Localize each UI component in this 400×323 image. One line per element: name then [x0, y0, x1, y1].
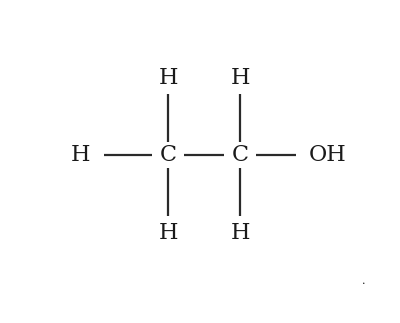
Text: .: .	[362, 276, 366, 286]
Text: H: H	[70, 144, 90, 166]
Text: H: H	[158, 222, 178, 244]
Text: C: C	[160, 144, 176, 166]
Text: H: H	[230, 67, 250, 89]
Text: H: H	[230, 222, 250, 244]
Text: H: H	[158, 67, 178, 89]
Text: OH: OH	[309, 144, 347, 166]
Text: C: C	[232, 144, 248, 166]
